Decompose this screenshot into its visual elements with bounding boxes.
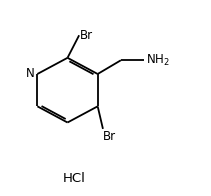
Text: Br: Br (103, 130, 116, 143)
Text: Br: Br (80, 29, 93, 42)
Text: HCl: HCl (62, 172, 85, 185)
Text: NH$_2$: NH$_2$ (146, 53, 170, 68)
Text: N: N (26, 66, 35, 80)
